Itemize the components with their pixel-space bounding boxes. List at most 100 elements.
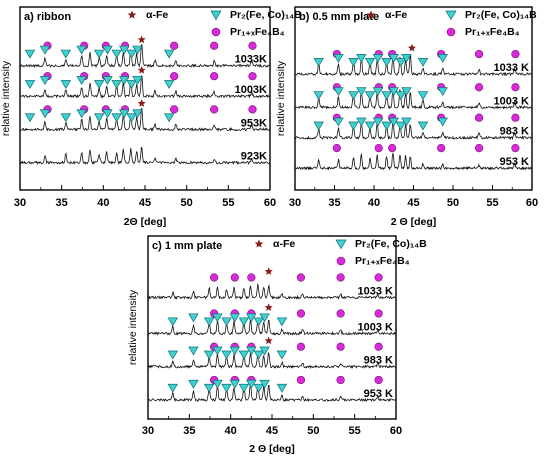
series-label: 1033 K xyxy=(494,62,530,74)
x-tick-label: 60 xyxy=(264,197,276,209)
x-tick-label: 50 xyxy=(181,197,193,209)
pr2fe14b-marker xyxy=(417,58,429,67)
series-label: 1003 K xyxy=(358,321,394,333)
pr2fe14b-marker xyxy=(102,109,113,119)
series-label: 953 K xyxy=(500,156,529,168)
pr2fe14b-marker xyxy=(246,313,257,323)
pr2fe14b-marker xyxy=(238,383,250,393)
pr2fe14b-marker xyxy=(221,350,232,360)
pr2fe14b-marker xyxy=(364,58,376,67)
pr1fe4b4-marker xyxy=(296,273,306,282)
alpha-fe-marker xyxy=(137,66,146,74)
legend-label-pr2fe14b: Pr₂(Fe, Co)₁₄B xyxy=(230,9,302,21)
pr2fe14b-marker xyxy=(76,45,87,55)
pr1fe4b4-marker xyxy=(374,144,383,153)
pr2fe14b-marker xyxy=(132,45,143,55)
x-tick-label: 35 xyxy=(183,425,195,437)
xrd-trace-953k xyxy=(147,383,397,403)
pr2fe14b-marker xyxy=(163,113,175,123)
pr2fe14b-marker xyxy=(111,80,122,90)
pr2fe14b-marker xyxy=(93,80,105,90)
pr2fe14b-marker xyxy=(221,383,232,393)
pr2fe14b-marker xyxy=(276,350,288,360)
pr2fe14b-marker xyxy=(188,346,199,356)
pr2fe14b-marker xyxy=(395,91,407,101)
pr2fe14b-marker xyxy=(348,91,359,101)
pr2fe14b-marker xyxy=(372,87,384,97)
xrd-trace-923k xyxy=(19,146,271,165)
x-tick-label: 45 xyxy=(407,197,419,209)
pr1fe4b4-marker xyxy=(474,83,484,92)
series-label: 953 K xyxy=(364,388,393,400)
pr2fe14b-marker xyxy=(381,58,392,67)
pr1fe4b4-marker xyxy=(296,342,306,351)
pr1fe4b4-marker xyxy=(170,41,179,50)
pr2fe14b-marker xyxy=(401,117,412,127)
legend-label-alpha-fe: α-Fe xyxy=(273,238,295,250)
x-tick-label: 45 xyxy=(139,197,151,209)
xrd-trace-1003k xyxy=(294,89,533,110)
pr2fe14b-marker xyxy=(39,109,51,119)
x-tick-label: 55 xyxy=(486,197,498,209)
x-tick-label: 55 xyxy=(349,425,361,437)
pr2fe14b-marker xyxy=(395,58,407,67)
pr2fe14b-marker xyxy=(163,49,175,59)
pr2fe14b-marker xyxy=(132,76,143,86)
alpha-fe-marker xyxy=(264,267,273,275)
pr1fe4b4-marker xyxy=(336,309,345,318)
panel-b: 30 35 40 45 50 55 60 2 Θ [deg] relative intensit… xyxy=(275,6,538,228)
pr2fe14b-marker xyxy=(401,87,412,97)
pr1fe4b4-marker xyxy=(336,375,345,385)
pr2fe14b-marker xyxy=(381,121,392,131)
pr1fe4b4-marker xyxy=(374,309,383,318)
pr1fe4b4-marker xyxy=(230,273,239,282)
x-tick-label: 35 xyxy=(56,197,68,209)
pr1fe4b4-marker xyxy=(374,375,383,385)
pr2fe14b-marker xyxy=(348,121,359,131)
x-tick-label: 40 xyxy=(97,197,109,209)
pr1fe4b4-marker xyxy=(170,105,179,114)
pr2fe14b-marker xyxy=(246,379,257,389)
pr2fe14b-marker xyxy=(364,121,376,131)
x-tick-label: 50 xyxy=(307,425,319,437)
pr2fe14b-marker xyxy=(118,76,130,86)
alpha-fe-marker xyxy=(264,303,273,311)
pr2fe14b-marker xyxy=(76,109,87,119)
pr1fe4b4-marker xyxy=(388,144,397,153)
pr1fe4b4-marker xyxy=(170,72,179,81)
x-tick-label: 50 xyxy=(447,197,459,209)
pr1fe4b4-marker xyxy=(296,309,306,318)
x-tick-label: 30 xyxy=(289,197,301,209)
xrd-trace-1003k xyxy=(147,317,397,337)
pr1fe4b4-marker xyxy=(474,113,484,122)
pr2fe14b-marker xyxy=(253,383,264,393)
pr2fe14b-marker xyxy=(221,317,232,327)
pr2fe14b-marker xyxy=(238,350,250,360)
legend-label-pr2fe14b: Pr₂(Fe, Co)₁₄B xyxy=(355,238,427,250)
x-tick-label: 30 xyxy=(142,425,154,437)
pr2fe14b-marker xyxy=(372,54,384,63)
legend-label-pr2fe14b: Pr₂(Fe, Co)₁₄B xyxy=(465,9,537,21)
pr2fe14b-marker xyxy=(126,49,137,59)
pr2fe14b-marker xyxy=(111,49,122,59)
pr2fe14b-marker xyxy=(437,117,448,127)
legend-triangle-marker xyxy=(445,10,457,21)
pr2fe14b-marker xyxy=(167,350,179,360)
series-label: 983 K xyxy=(500,126,529,138)
pr1fe4b4-marker xyxy=(374,273,383,282)
pr2fe14b-marker xyxy=(313,121,324,131)
legend-star-marker xyxy=(366,10,376,19)
series-label: 1003K xyxy=(235,84,267,96)
pr2fe14b-marker xyxy=(126,113,137,123)
pr2fe14b-marker xyxy=(417,91,429,101)
legend-triangle-marker xyxy=(210,10,222,21)
pr2fe14b-marker xyxy=(276,383,288,393)
pr2fe14b-marker xyxy=(437,54,448,63)
pr2fe14b-marker xyxy=(313,91,324,101)
pr2fe14b-marker xyxy=(118,109,130,119)
pr1fe4b4-marker xyxy=(247,273,256,282)
pr2fe14b-marker xyxy=(102,45,113,55)
pr2fe14b-marker xyxy=(39,45,51,55)
xrd-trace-983k xyxy=(294,120,533,141)
